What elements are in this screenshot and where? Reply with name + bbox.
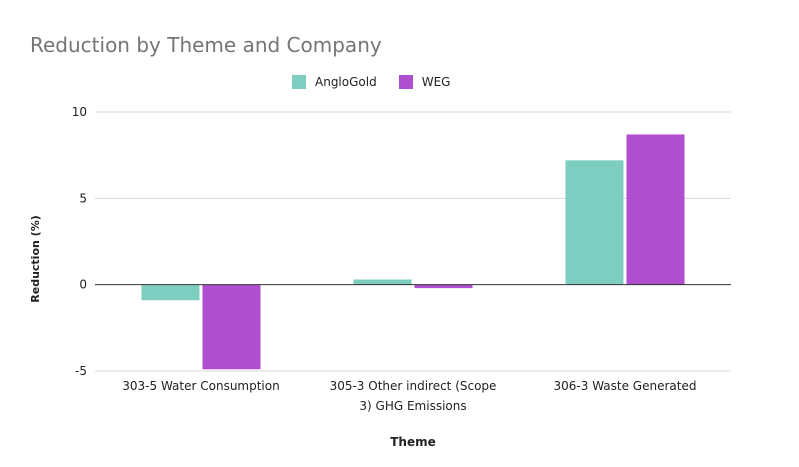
legend-label-weg: WEG — [421, 75, 451, 89]
legend-item-anglogold: AngloGold — [292, 75, 377, 89]
bar-weg-3 — [626, 134, 685, 285]
legend-label-anglogold: AngloGold — [315, 75, 377, 89]
y-tick-label: 0 — [79, 278, 87, 292]
gridlines — [95, 111, 731, 372]
y-tick-label: 5 — [79, 191, 87, 205]
bar-anglogold-1 — [141, 284, 200, 301]
legend-item-weg: WEG — [398, 75, 451, 89]
bar-anglogold-2 — [353, 279, 412, 285]
y-axis-title: Reduction (%) — [29, 215, 42, 302]
legend: AngloGold WEG — [292, 73, 472, 91]
bar-anglogold-3 — [565, 160, 624, 285]
y-tick-labels: 10 5 0 -5 — [72, 105, 87, 378]
legend-swatch-weg — [398, 75, 413, 89]
x-tick-label: 305-3 Other indirect (Scope 3) GHG Emissi… — [330, 379, 497, 413]
bar-weg-1 — [202, 284, 261, 370]
bars — [141, 134, 685, 370]
chart-title: Reduction by Theme and Company — [30, 33, 382, 57]
legend-swatch-anglogold — [292, 75, 306, 89]
x-tick-label: 306-3 Waste Generated — [554, 379, 697, 393]
y-tick-label: -5 — [75, 364, 87, 378]
y-tick-label: 10 — [72, 105, 87, 119]
x-axis-title: Theme — [390, 435, 436, 449]
x-tick-label: 303-5 Water Consumption — [122, 379, 279, 393]
bar-weg-2 — [414, 284, 473, 289]
x-tick-labels: 303-5 Water Consumption 305-3 Other indir… — [122, 379, 696, 413]
